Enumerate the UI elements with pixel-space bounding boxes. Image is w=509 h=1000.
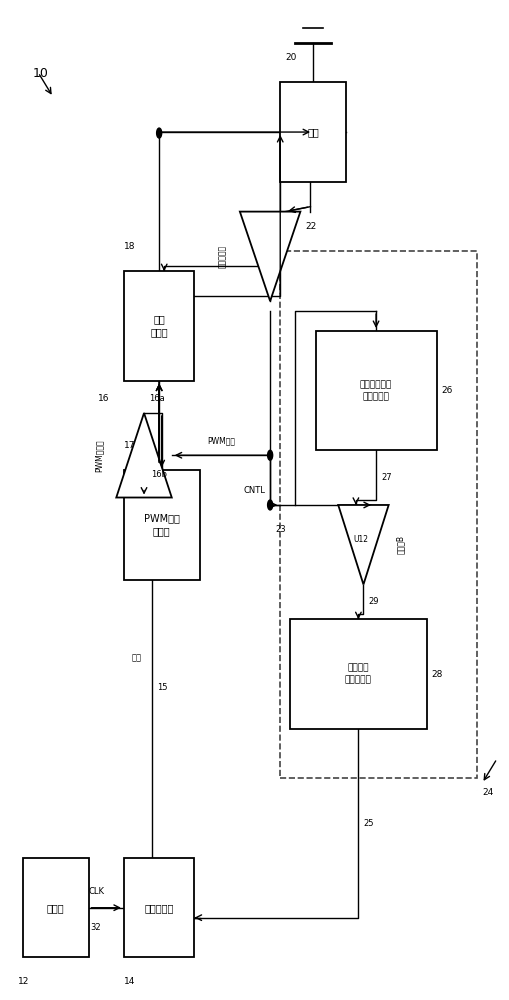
Text: 28: 28 bbox=[431, 670, 442, 679]
Circle shape bbox=[267, 500, 272, 510]
Text: 26: 26 bbox=[441, 386, 452, 395]
Text: 23: 23 bbox=[275, 525, 285, 534]
Bar bbox=[279, 82, 345, 182]
Text: 锯齿复位
脉冲发生器: 锯齿复位 脉冲发生器 bbox=[344, 664, 371, 684]
Text: CLK: CLK bbox=[88, 887, 104, 896]
Polygon shape bbox=[239, 212, 300, 301]
Text: 16: 16 bbox=[98, 394, 109, 403]
Circle shape bbox=[156, 128, 161, 138]
Text: 15: 15 bbox=[157, 683, 167, 692]
Text: 16b: 16b bbox=[151, 470, 166, 479]
Bar bbox=[124, 470, 199, 580]
Text: 比较器B: 比较器B bbox=[395, 535, 405, 554]
Text: 17: 17 bbox=[124, 441, 135, 450]
Text: 振荡器: 振荡器 bbox=[47, 903, 65, 913]
Text: 偏置和平均或
峰值检测器: 偏置和平均或 峰值检测器 bbox=[359, 380, 391, 401]
Text: 20: 20 bbox=[285, 53, 296, 62]
Polygon shape bbox=[337, 505, 388, 585]
Text: 29: 29 bbox=[368, 597, 378, 606]
Bar bbox=[315, 331, 436, 450]
Bar bbox=[23, 858, 89, 957]
Text: 输出
滤波器: 输出 滤波器 bbox=[150, 314, 167, 338]
Text: PWM比较器: PWM比较器 bbox=[95, 439, 103, 472]
Text: 负载: 负载 bbox=[306, 127, 318, 137]
Text: 16a: 16a bbox=[149, 394, 164, 403]
Text: PWM复位: PWM复位 bbox=[207, 436, 235, 445]
Text: 18: 18 bbox=[124, 242, 135, 251]
Bar bbox=[279, 251, 476, 778]
Polygon shape bbox=[116, 413, 172, 498]
Text: 22: 22 bbox=[305, 222, 316, 231]
Text: 斜坡: 斜坡 bbox=[132, 653, 142, 662]
Text: 12: 12 bbox=[18, 977, 29, 986]
Bar bbox=[124, 271, 194, 381]
Text: 27: 27 bbox=[380, 473, 391, 482]
Bar bbox=[124, 858, 194, 957]
Bar bbox=[290, 619, 426, 729]
Text: 锯齿发生器: 锯齿发生器 bbox=[144, 903, 174, 913]
Text: 25: 25 bbox=[363, 819, 373, 828]
Text: 10: 10 bbox=[33, 67, 49, 80]
Text: 误差放大器: 误差放大器 bbox=[218, 245, 227, 268]
Text: 32: 32 bbox=[91, 923, 101, 932]
Text: PWM和驱
动电路: PWM和驱 动电路 bbox=[144, 513, 179, 536]
Text: CNTL: CNTL bbox=[243, 486, 265, 495]
Text: U12: U12 bbox=[353, 535, 367, 544]
Circle shape bbox=[267, 450, 272, 460]
Text: 14: 14 bbox=[124, 977, 135, 986]
Text: 24: 24 bbox=[481, 788, 492, 797]
